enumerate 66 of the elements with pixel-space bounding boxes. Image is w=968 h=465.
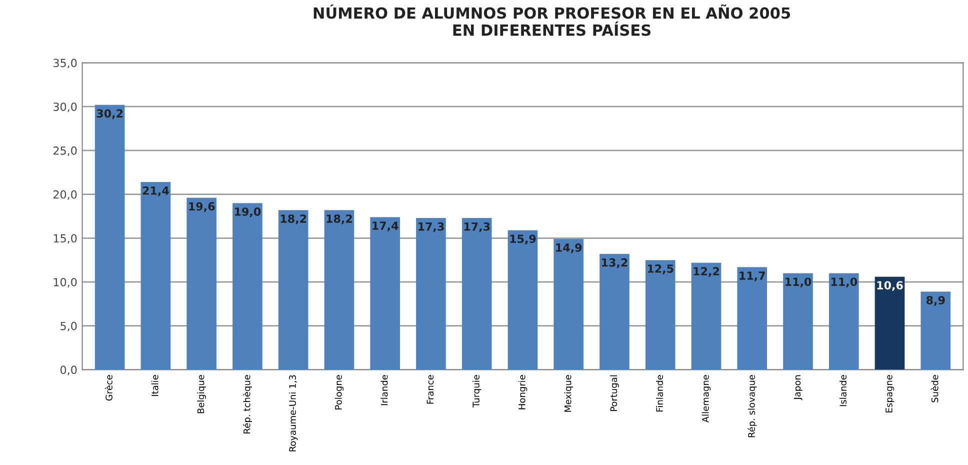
bar — [370, 217, 400, 370]
data-label: 12,5 — [648, 264, 674, 274]
bar — [232, 203, 262, 370]
y-tick-label: 10,0 — [54, 278, 77, 288]
x-tick-label: Suède — [930, 375, 938, 402]
bar — [828, 273, 859, 370]
chart-title: NÚMERO DE ALUMNOS POR PROFESOR EN EL AÑO 2005 EN DIFERENTES PAÍSES — [314, 4, 790, 36]
x-tick-label: Italie — [151, 375, 158, 396]
x-tick-label: Pologne — [334, 375, 344, 410]
data-label: 8,9 — [926, 296, 945, 306]
data-label: 18,2 — [326, 214, 352, 224]
x-tick-label: Finlande — [656, 375, 663, 412]
x-tick-label: France — [426, 375, 434, 404]
x-tick-label: Japon — [794, 375, 802, 400]
x-tick-label: Royaume-Uni 1,3 — [288, 375, 298, 452]
bar — [920, 292, 951, 370]
data-label: 21,4 — [142, 186, 169, 196]
data-label: 11,0 — [786, 278, 812, 288]
data-label: 13,2 — [602, 258, 628, 268]
data-label: 18,2 — [280, 214, 306, 224]
data-label: 11,0 — [831, 278, 858, 288]
bar — [874, 276, 905, 370]
y-tick-label: 35,0 — [54, 58, 77, 68]
y-tick-label: 25,0 — [53, 146, 77, 156]
bar — [278, 210, 308, 370]
bar — [691, 262, 722, 370]
x-tick-label: Hongrie — [518, 375, 528, 410]
bar — [783, 273, 813, 370]
x-tick-label: Islande — [840, 375, 846, 406]
x-tick-label: Rép. slovaque — [748, 375, 757, 438]
bar — [554, 239, 584, 370]
y-tick-label: 30,0 — [54, 102, 77, 112]
data-label: 12,2 — [694, 267, 719, 277]
bar — [94, 104, 125, 370]
x-tick-label: Portugal — [610, 375, 619, 412]
bar — [645, 260, 676, 370]
x-tick-label: Espagne — [886, 375, 894, 412]
data-label: 14,9 — [556, 243, 582, 254]
x-tick-label: Belgique — [197, 375, 206, 414]
bar — [140, 182, 171, 370]
data-label: 10,6 — [877, 281, 903, 291]
x-tick-label: Rép. tchèque — [242, 375, 252, 434]
data-label: 15,9 — [510, 234, 536, 244]
y-tick-label: 0,0 — [60, 366, 77, 376]
data-label: 19,6 — [189, 202, 215, 212]
x-tick-label: Turquie — [472, 375, 482, 408]
bar — [600, 254, 630, 370]
bar — [508, 230, 538, 370]
x-tick-label: Grèce — [105, 375, 112, 401]
bar — [462, 218, 492, 370]
data-label: 17,3 — [418, 222, 444, 232]
x-tick-label: Irlande — [380, 375, 388, 406]
bar — [737, 267, 768, 370]
data-label: 19,0 — [234, 207, 261, 218]
data-label: 17,3 — [464, 222, 490, 232]
data-label: 30,2 — [96, 109, 123, 120]
data-label: 11,7 — [740, 272, 765, 282]
y-tick-label: 15,0 — [54, 234, 77, 244]
x-tick-label: Mexique — [564, 375, 573, 412]
bar — [186, 198, 216, 370]
y-tick-label: 20,0 — [53, 190, 77, 200]
y-tick-label: 5,0 — [60, 322, 77, 332]
bar — [416, 218, 446, 370]
bar — [324, 210, 354, 370]
x-tick-label: Allemagne — [702, 375, 711, 423]
data-label: 17,4 — [372, 222, 398, 232]
